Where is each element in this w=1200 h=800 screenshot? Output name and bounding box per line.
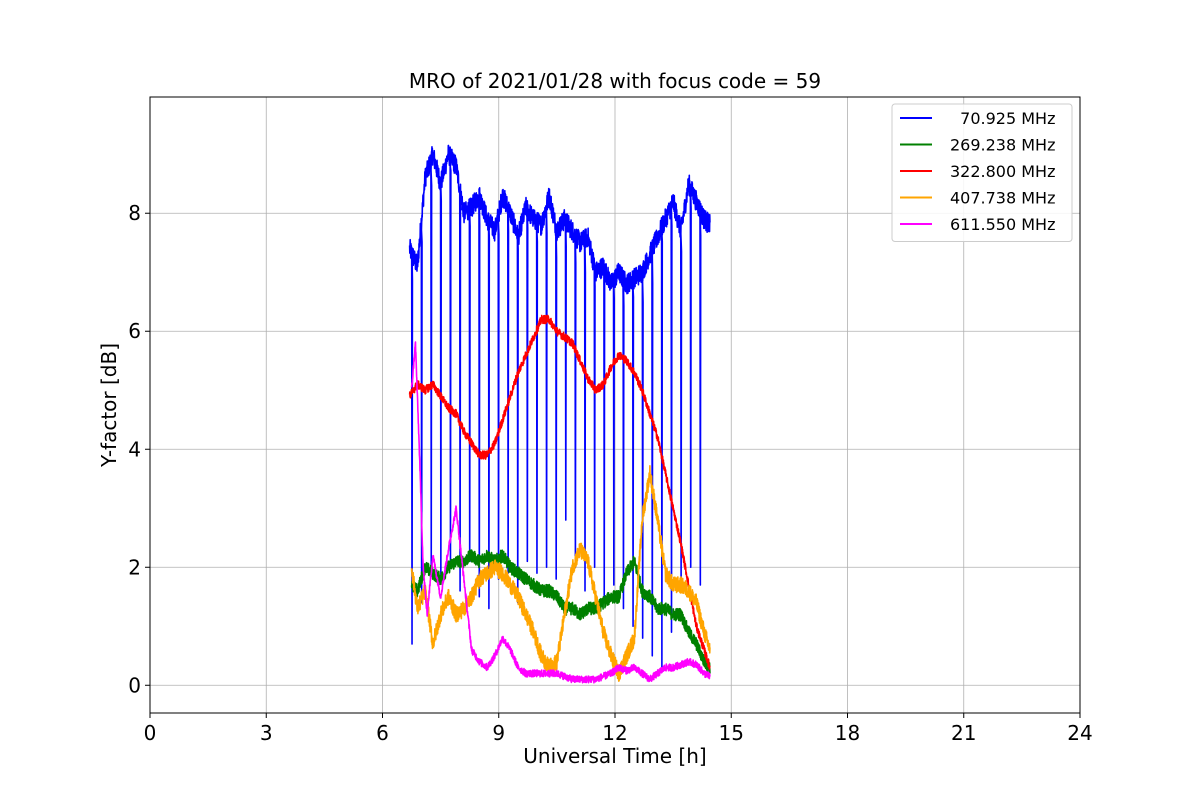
- legend-label: 269.238 MHz: [950, 136, 1055, 155]
- y-tick-label: 0: [128, 673, 141, 697]
- x-tick-label: 12: [602, 721, 627, 745]
- chart-title: MRO of 2021/01/28 with focus code = 59: [409, 69, 821, 93]
- series-line-4: [410, 341, 711, 684]
- legend-label: 611.550 MHz: [950, 215, 1055, 234]
- x-tick-label: 3: [260, 721, 273, 745]
- legend-box: [891, 103, 1073, 242]
- legend-label: 322.800 MHz: [950, 162, 1055, 181]
- legend-label: 407.738 MHz: [950, 189, 1055, 208]
- legend: 70.925 MHz 269.238 MHz 322.800 MHz 407.738 …: [891, 103, 1073, 242]
- x-tick-label: 21: [951, 721, 976, 745]
- series-line-0: [408, 144, 711, 669]
- y-tick-label: 8: [128, 201, 141, 225]
- x-tick-label: 9: [492, 721, 505, 745]
- series-line-2: [408, 314, 711, 670]
- x-tick-label: 6: [376, 721, 389, 745]
- y-axis-label: Y-factor [dB]: [97, 343, 121, 468]
- y-tick-label: 6: [128, 319, 141, 343]
- x-axis-label: Universal Time [h]: [523, 744, 706, 768]
- x-tick-label: 0: [144, 721, 157, 745]
- x-tick-label: 15: [719, 721, 744, 745]
- y-tick-label: 2: [128, 555, 141, 579]
- x-tick-label: 24: [1067, 721, 1092, 745]
- legend-label: 70.925 MHz: [950, 109, 1055, 128]
- series-line-3: [410, 465, 711, 682]
- y-tick-label: 4: [128, 437, 141, 461]
- plot-area: [408, 144, 711, 684]
- x-tick-label: 18: [835, 721, 860, 745]
